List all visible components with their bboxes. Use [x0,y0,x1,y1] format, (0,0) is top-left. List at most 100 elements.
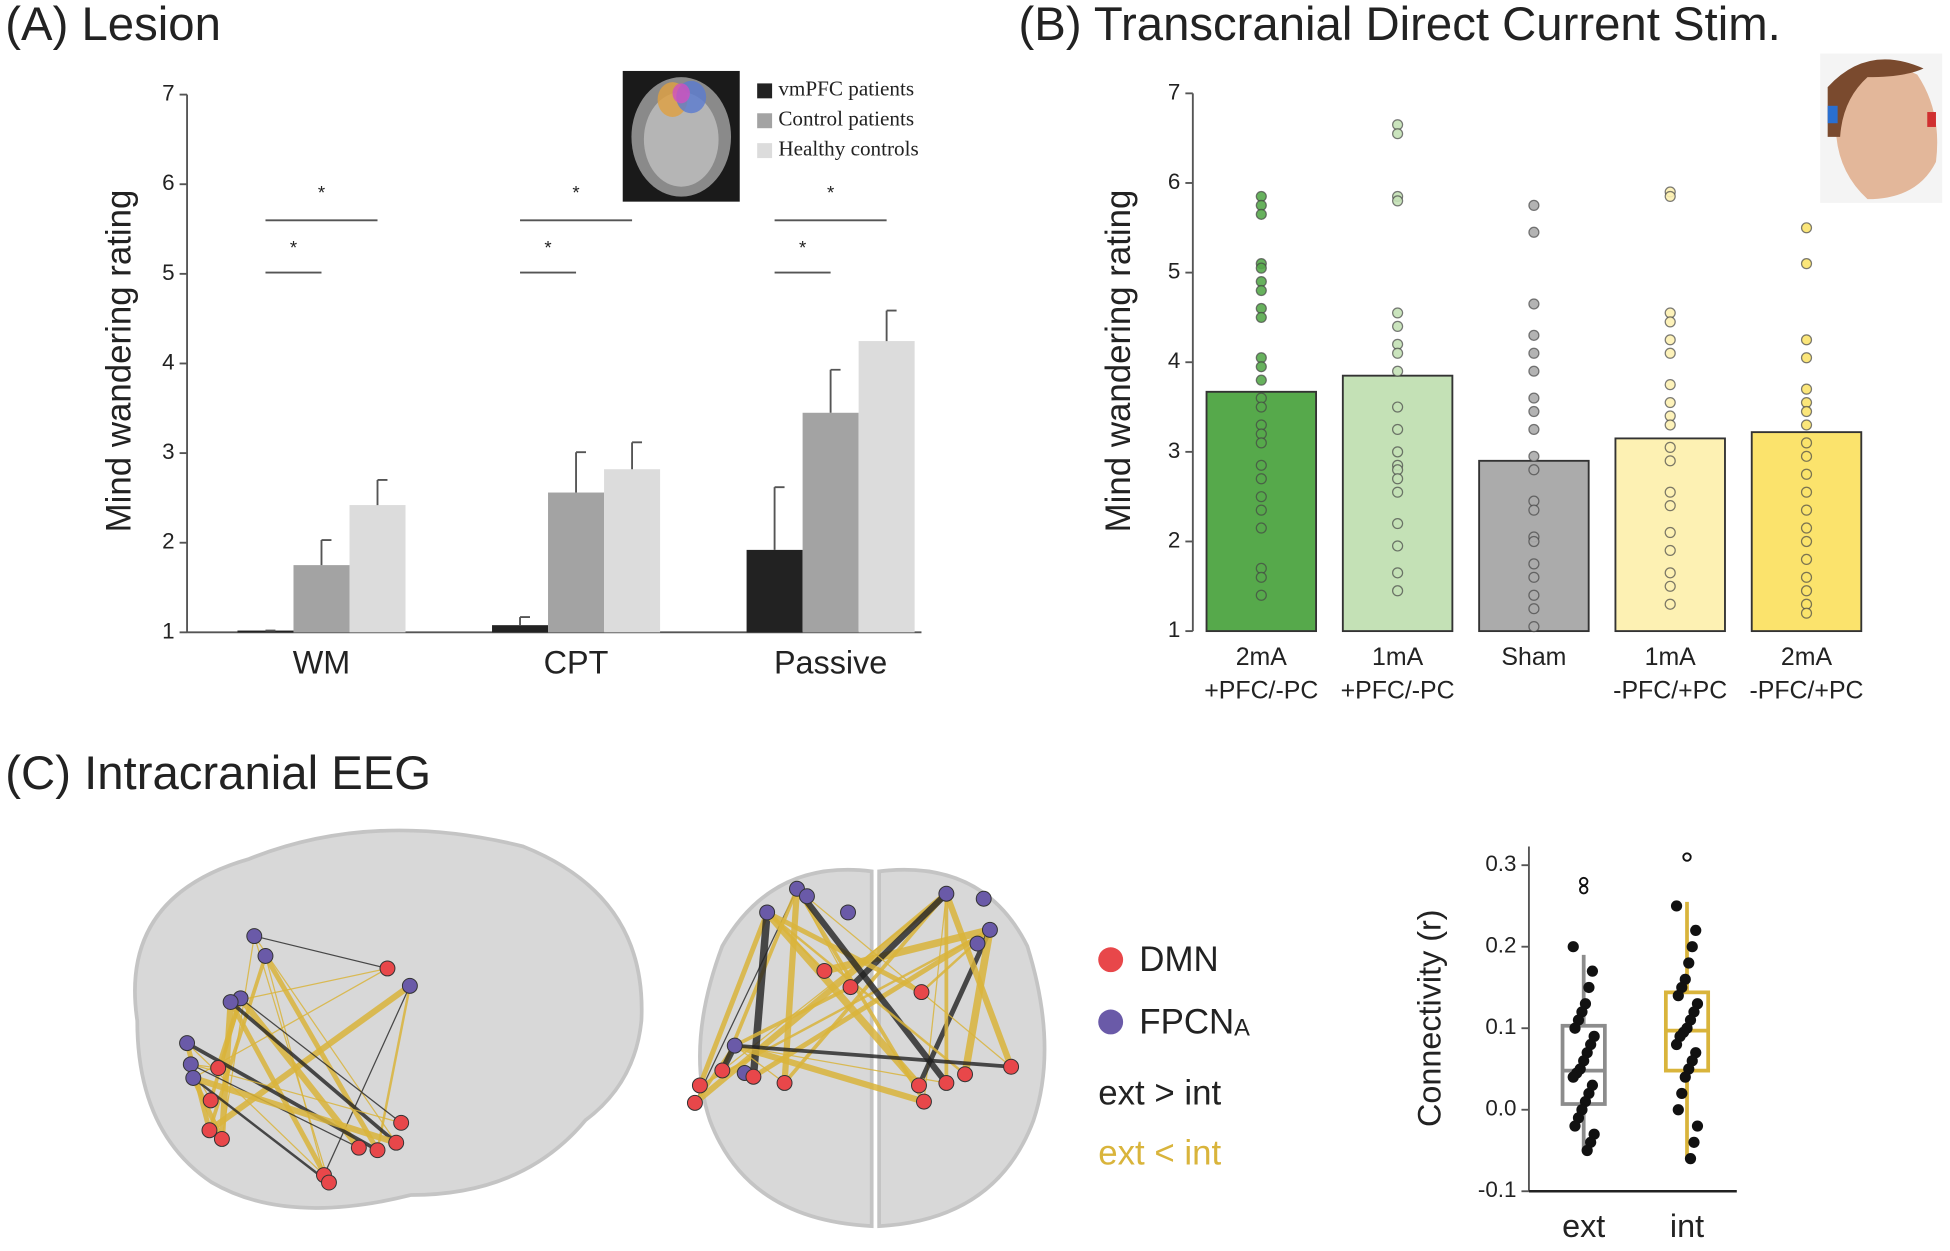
eeg-node [185,1070,202,1086]
significance-label: * [318,182,325,203]
legend-marker [1098,947,1124,973]
y-tick-label: 3 [1168,438,1180,463]
eeg-node [222,994,239,1011]
y-tick-label: 1 [162,618,174,643]
eeg-edge [733,1042,925,1105]
y-tick-label: 3 [162,439,174,464]
outlier [1579,884,1589,895]
bar [802,412,859,633]
y-tick-label: 0.3 [1485,851,1516,876]
y-tick-label: 2 [1168,527,1180,552]
eeg-node [201,1122,218,1139]
eeg-node [816,962,833,979]
data-point [1528,450,1540,462]
eeg-edge [253,935,397,1144]
eeg-edge [240,997,402,1124]
data-point [1528,571,1540,583]
data-point [1664,347,1676,359]
data-point [1664,396,1676,409]
legend-marker [1098,1009,1124,1035]
data-point [1800,222,1813,234]
data-point [1664,526,1676,539]
eeg-node [915,1093,932,1110]
data-point [1255,504,1267,516]
data-point [1392,540,1404,552]
data-point [1392,195,1404,207]
data-point [1528,405,1540,418]
eeg-edge [734,1044,947,1084]
data-point [1679,1071,1691,1083]
eeg-edge [734,1043,1012,1069]
error-bar [519,616,530,626]
data-point [1664,486,1676,498]
data-point [1672,1104,1684,1116]
y-tick-label: 0.0 [1485,1096,1516,1121]
data-point [1392,446,1404,458]
data-point [1800,571,1813,583]
data-point [1800,553,1813,566]
data-point [1528,558,1540,570]
data-point [1255,262,1267,274]
data-point [1800,607,1813,619]
data-point [1800,535,1813,548]
legend-label: DMN [1139,940,1218,979]
data-point [1392,585,1404,597]
data-point [1255,284,1267,297]
y-axis-label: Connectivity (r) [1411,909,1447,1127]
y-tick-label: 5 [162,260,174,285]
y-tick-label: 6 [162,170,174,195]
legend-label: ext < int [1098,1133,1221,1172]
data-point [1800,352,1813,364]
outlier [1579,876,1589,887]
data-point [1392,401,1404,413]
y-tick-label: 4 [162,349,174,374]
data-point [1528,365,1540,377]
data-point [1800,504,1813,516]
bar [492,625,549,633]
data-point [1255,491,1267,503]
eeg-node [911,1077,927,1094]
legend-swatch [757,83,773,99]
x-tick-label: 1mA [1645,643,1697,671]
eeg-node [379,960,396,977]
data-point [1683,957,1695,969]
data-point [1255,374,1267,386]
x-tick-label: -PFC/+PC [1749,677,1863,705]
data-point [1800,468,1813,480]
data-point [1392,517,1404,530]
data-point [1528,504,1540,516]
significance-label: * [572,182,579,203]
eeg-edge [766,911,966,1076]
data-point [1392,567,1404,579]
eeg-node [981,921,998,938]
legend-label: ext > int [1098,1074,1221,1113]
eeg-edge [186,1042,325,1176]
data-point [1664,598,1676,610]
eeg-node [257,948,274,964]
data-point [1567,941,1579,953]
data-point [1392,347,1404,359]
eeg-node [842,979,859,996]
data-point [1672,990,1684,1002]
y-tick-label: 2 [162,529,174,554]
data-point [1392,365,1404,377]
data-point [1528,199,1540,211]
data-point [1800,522,1813,534]
bar [293,565,350,633]
eeg-node [938,1074,955,1091]
chart-title: (B) Transcranial Direct Current Stim. [1019,0,1781,51]
brain-sagittal [133,828,644,1210]
data-point [1800,450,1813,462]
eeg-node [388,1134,405,1151]
eeg-node [969,935,986,952]
x-tick-label: +PFC/-PC [1204,677,1318,705]
data-point [1800,405,1813,418]
outlier [1682,852,1692,862]
data-point [1800,585,1813,597]
data-point [1664,580,1676,592]
y-tick-label: -0.1 [1478,1177,1517,1202]
data-point [1664,190,1676,203]
data-point [1800,419,1813,431]
chart-title: (A) Lesion [5,0,221,51]
